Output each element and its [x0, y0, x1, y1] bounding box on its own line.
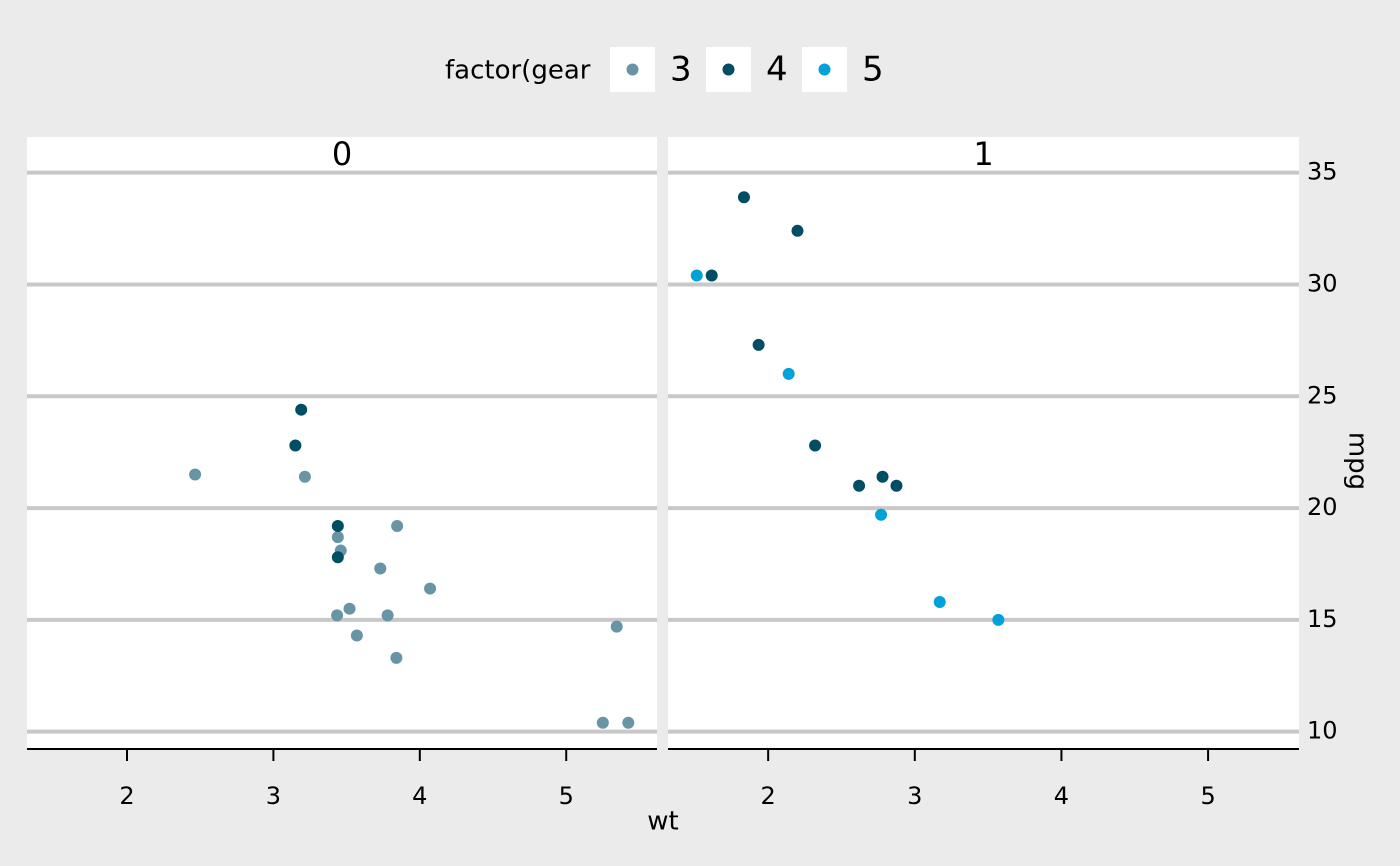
point — [374, 562, 387, 575]
x-tick-label: 3 — [907, 782, 922, 810]
x-tick-label: 4 — [1054, 782, 1069, 810]
point — [331, 609, 344, 622]
y-tick-label: 20 — [1307, 493, 1338, 521]
point — [295, 403, 308, 416]
x-axis-label: wt — [647, 807, 678, 837]
point — [782, 367, 795, 380]
point — [331, 551, 344, 564]
y-tick-label: 25 — [1307, 381, 1338, 409]
strip-label: 1 — [973, 135, 993, 173]
point — [343, 602, 356, 615]
point — [705, 269, 718, 282]
x-tick-label: 5 — [559, 782, 574, 810]
point — [298, 470, 311, 483]
point — [596, 716, 609, 729]
point — [390, 651, 403, 664]
point — [737, 191, 750, 204]
point — [331, 519, 344, 532]
panel — [668, 137, 1299, 749]
legend-marker — [626, 63, 639, 76]
x-tick-label: 2 — [119, 782, 134, 810]
x-tick-label: 3 — [266, 782, 281, 810]
legend-label: 3 — [670, 50, 692, 90]
point — [690, 269, 703, 282]
panel — [27, 137, 657, 749]
y-axis-label: mpg — [1343, 432, 1373, 490]
x-tick-label: 5 — [1200, 782, 1215, 810]
legend-label: 4 — [766, 50, 788, 90]
point — [289, 439, 302, 452]
point — [853, 479, 866, 492]
point — [391, 519, 404, 532]
point — [189, 468, 202, 481]
point — [791, 224, 804, 237]
x-tick-label: 4 — [412, 782, 427, 810]
y-tick-label: 30 — [1307, 269, 1338, 297]
point — [875, 508, 888, 521]
y-tick-label: 35 — [1307, 158, 1338, 186]
point — [610, 620, 623, 633]
y-tick-label: 15 — [1307, 605, 1338, 633]
y-tick-label: 10 — [1307, 717, 1338, 745]
point — [381, 609, 394, 622]
point — [933, 595, 946, 608]
point — [992, 613, 1005, 626]
legend-marker — [818, 63, 831, 76]
legend-label: 5 — [862, 50, 884, 90]
point — [331, 531, 344, 544]
point — [890, 479, 903, 492]
strip-label: 0 — [332, 135, 352, 173]
point — [622, 716, 635, 729]
legend-title: factor(gear — [445, 56, 591, 86]
legend-marker — [722, 63, 735, 76]
point — [876, 470, 889, 483]
point — [809, 439, 822, 452]
x-tick-label: 2 — [761, 782, 776, 810]
point — [350, 629, 363, 642]
point — [752, 338, 765, 351]
point — [424, 582, 437, 595]
